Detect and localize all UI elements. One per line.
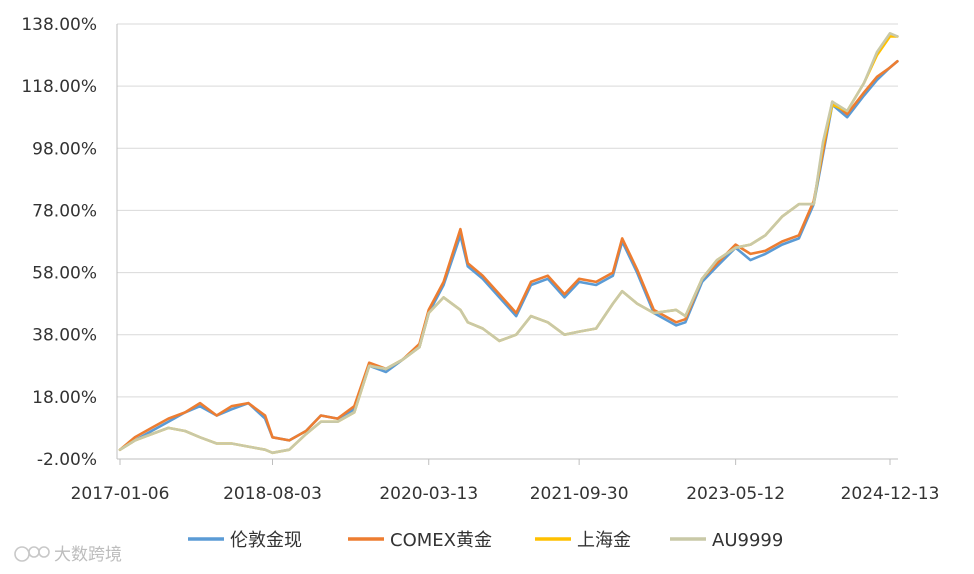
y-tick-label: 18.00%: [32, 388, 97, 408]
legend-label: AU9999: [712, 530, 783, 551]
y-tick-label: 58.00%: [32, 264, 97, 284]
y-tick-label: 118.00%: [21, 77, 97, 97]
x-tick-label: 2023-05-12: [686, 484, 785, 504]
axes: 138.00% 118.00% 98.00% 78.00% 58.00% 38.00% 18…: [21, 15, 939, 504]
watermark-text: 大数跨境: [54, 545, 122, 565]
y-tick-label: 38.00%: [32, 326, 97, 346]
series-line-1: [118, 59, 899, 452]
legend-label: 上海金: [577, 530, 631, 551]
watermark: 大数跨境: [14, 545, 122, 565]
legend-label: COMEX黄金: [390, 530, 492, 551]
x-tick-label: 2017-01-06: [71, 484, 170, 504]
x-tick-label: 2018-08-03: [223, 484, 322, 504]
x-tick-label: 2024-12-13: [841, 484, 940, 504]
series-line-4: [118, 31, 899, 455]
x-tick-label: 2021-09-30: [530, 484, 629, 504]
watermark-logo-icon: [14, 546, 50, 562]
y-tick-label: -2.00%: [37, 450, 97, 470]
y-tick-label: 78.00%: [32, 201, 97, 221]
y-tick-label: 98.00%: [32, 139, 97, 159]
series-lines: [118, 31, 899, 455]
y-tick-label: 138.00%: [21, 15, 97, 35]
series-line-2: [118, 59, 899, 452]
legend: 伦敦金现 COMEX黄金 上海金 AU9999: [188, 530, 783, 551]
x-tick-label: 2020-03-13: [379, 484, 478, 504]
grid-lines: [117, 23, 898, 460]
legend-label: 伦敦金现: [230, 530, 302, 551]
